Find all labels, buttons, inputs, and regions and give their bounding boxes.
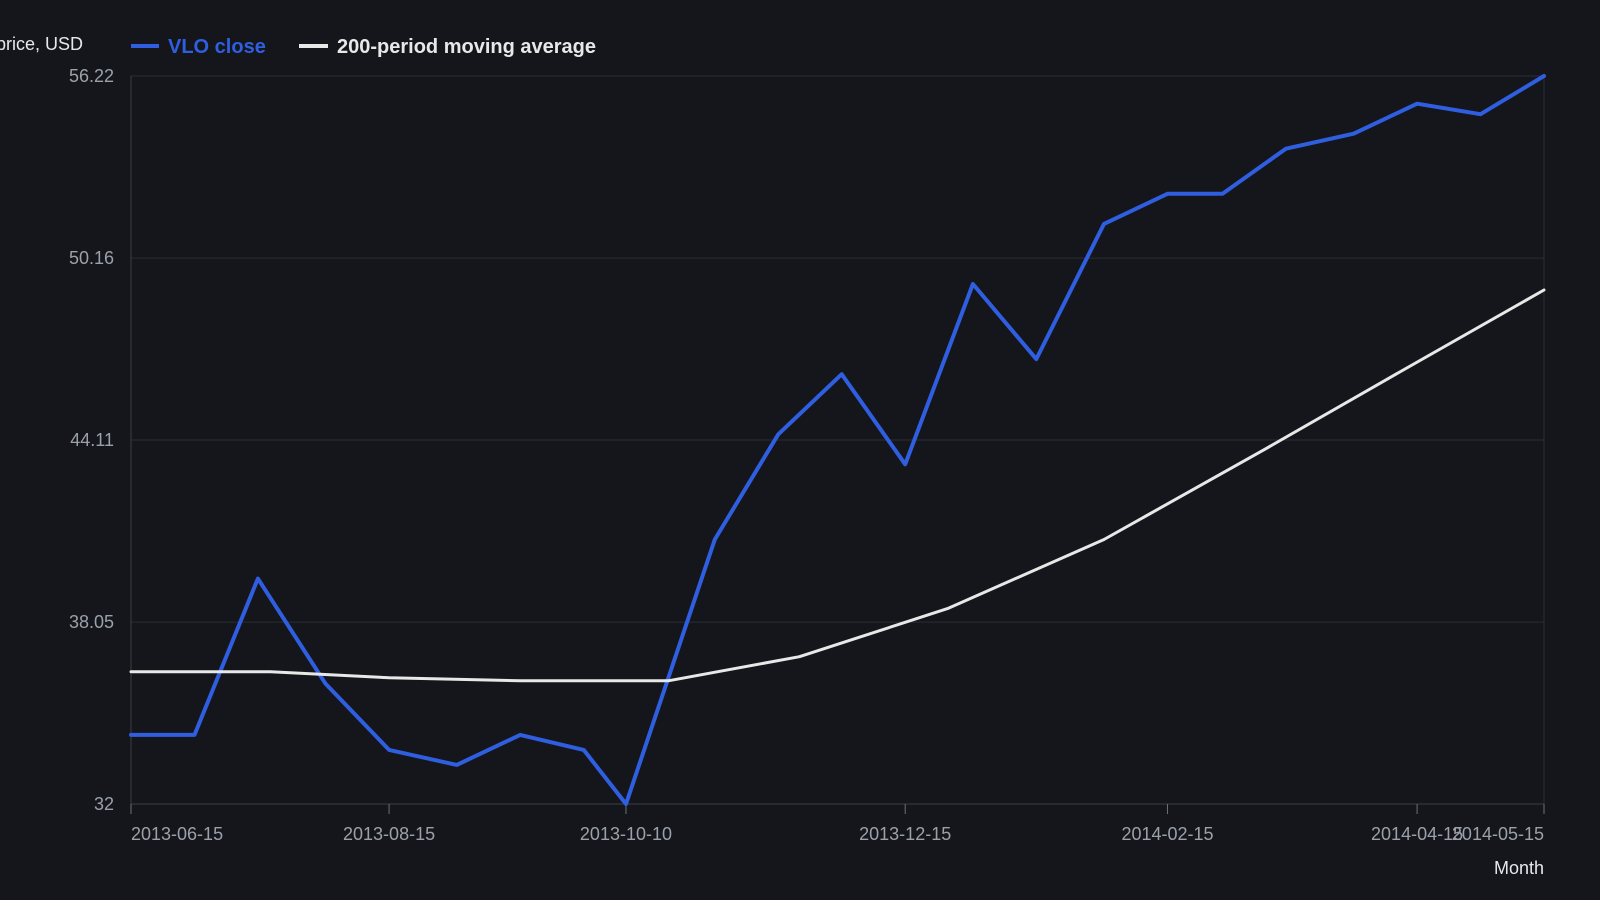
y-tick-label: 32	[94, 794, 114, 814]
x-tick-label: 2013-10-10	[580, 824, 672, 844]
legend-label-moving-average: 200-period moving average	[337, 36, 596, 58]
x-tick-label: 2013-12-15	[859, 824, 951, 844]
x-tick-label: 2014-02-15	[1121, 824, 1213, 844]
x-tick-label: 2014-04-15	[1371, 824, 1463, 844]
legend: Share price, USD VLO close 200-period mo…	[0, 34, 596, 58]
y-tick-label: 38.05	[69, 612, 114, 632]
x-tick-label: 2013-06-15	[131, 824, 223, 844]
y-tick-label: 50.16	[69, 248, 114, 268]
y-tick-label: 56.22	[69, 66, 114, 86]
x-tick-label: 2013-08-15	[343, 824, 435, 844]
series-line-vlo-close	[129, 74, 1546, 806]
axes: 32 38.05 44.11 50.16 56.22 2013-06-15 2013-08-…	[69, 66, 1545, 844]
y-tick-label: 44.11	[70, 430, 114, 450]
x-axis-label: Month	[1494, 858, 1544, 878]
y-axis-label: Share price, USD	[0, 34, 83, 54]
series-line-moving-average	[129, 288, 1546, 683]
x-tick-label: 2014-05-15	[1452, 824, 1544, 844]
legend-label-close: VLO close	[168, 36, 266, 58]
series-lines	[129, 74, 1546, 806]
